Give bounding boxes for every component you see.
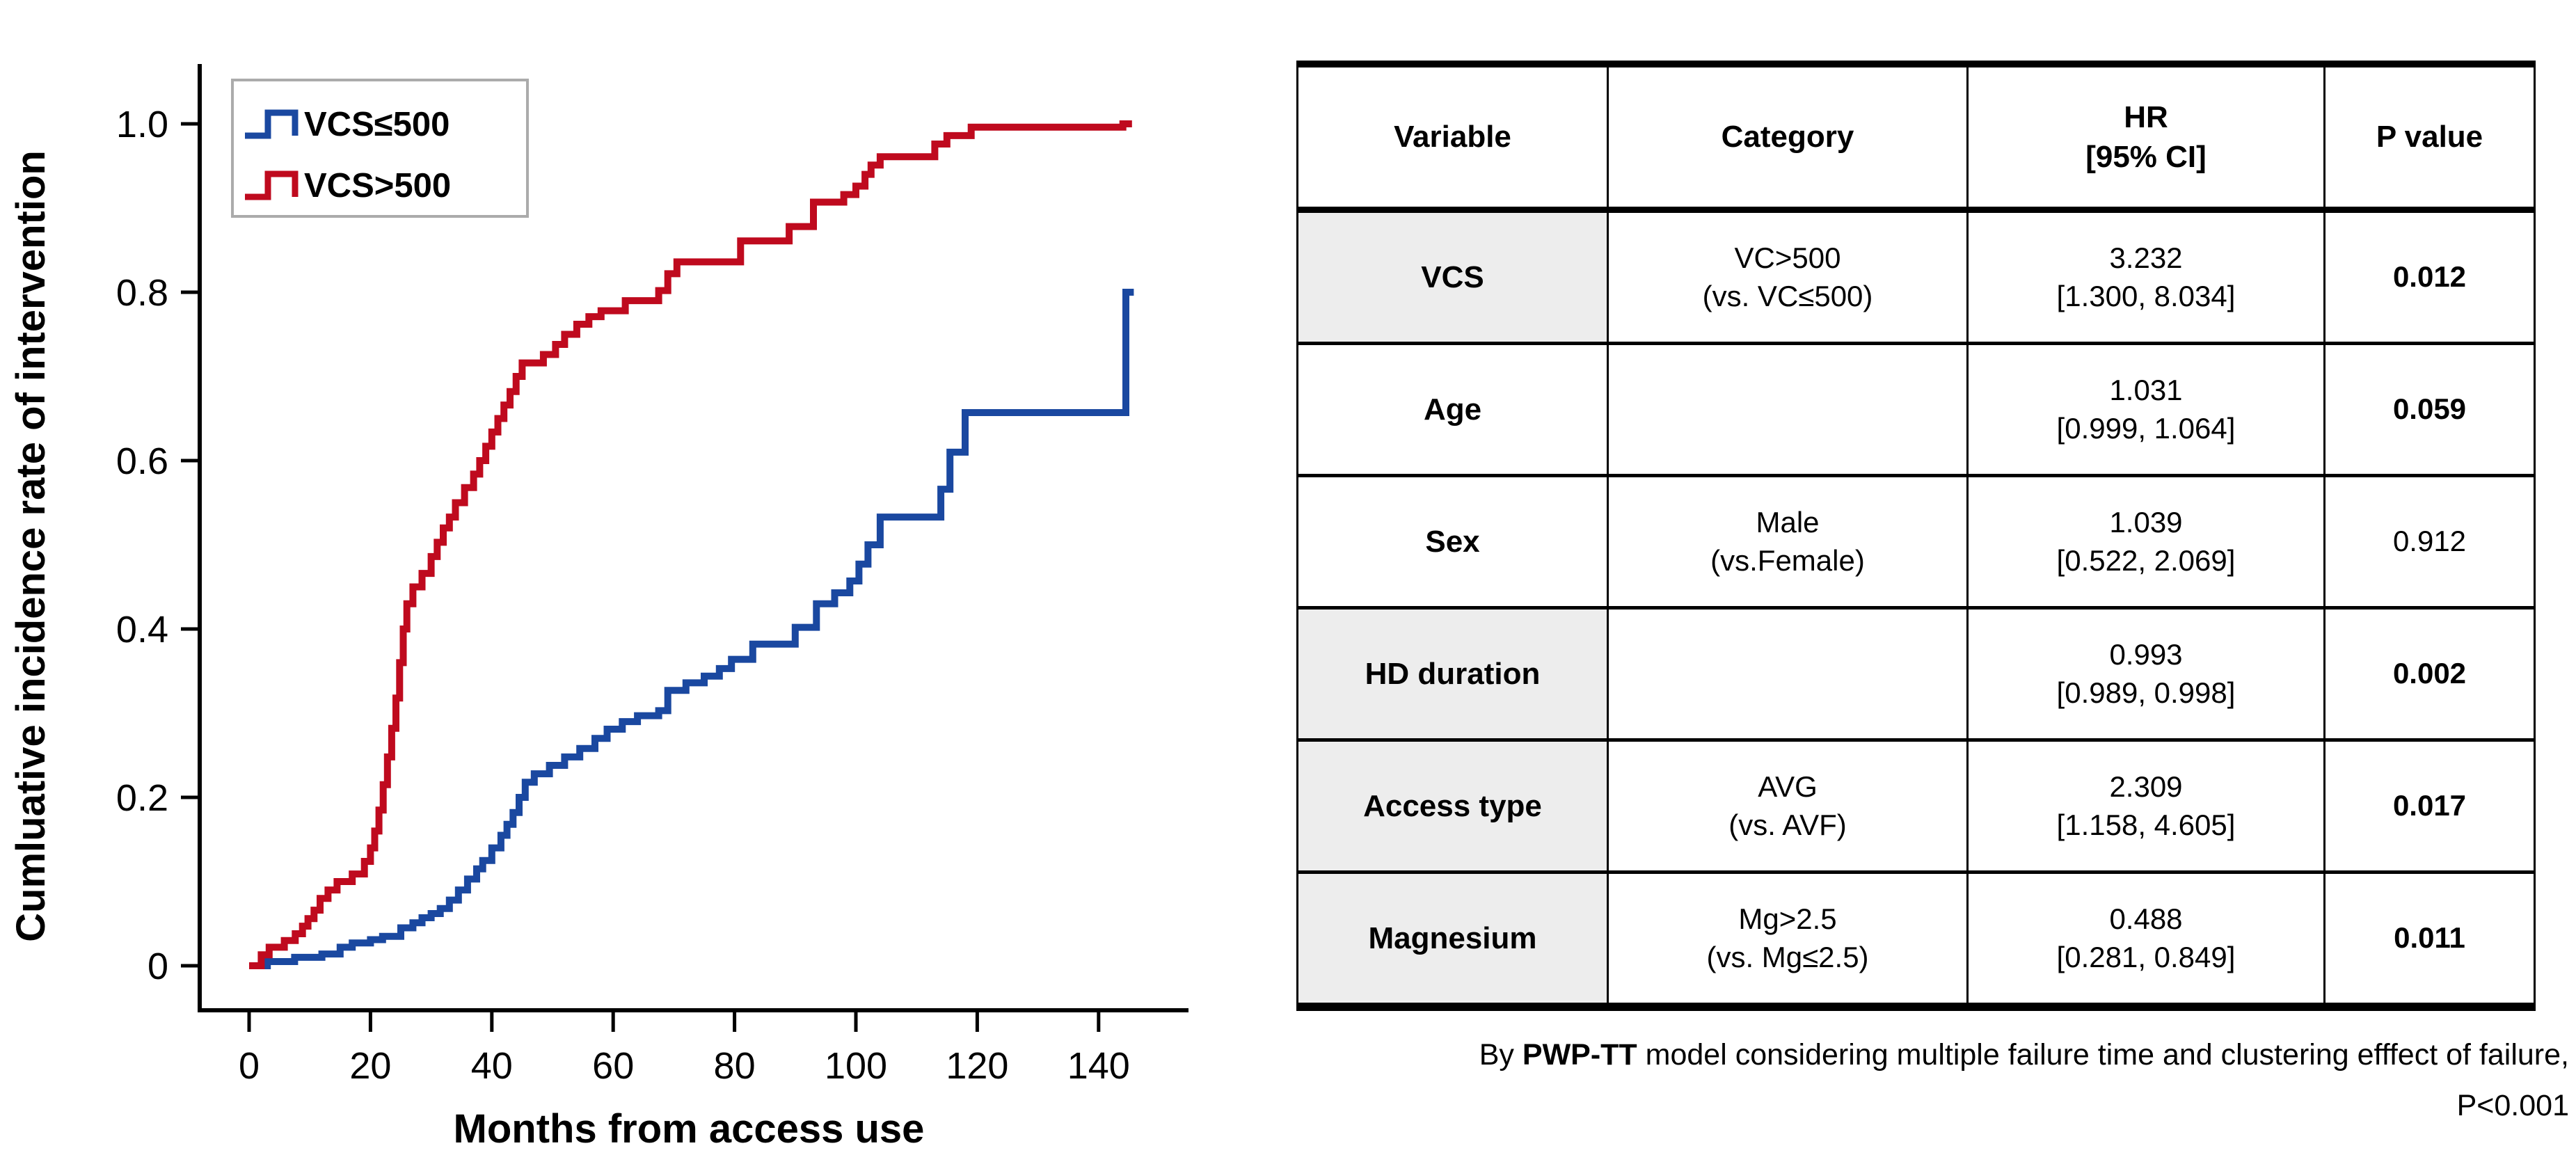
footnote-line-2: P<0.001 <box>2456 1089 2569 1123</box>
variable-cell: Sex <box>1298 477 1609 606</box>
table-header-row: Variable Category HR [95% CI] P value <box>1298 67 2534 213</box>
hr-ci-cell: 0.993 [0.989, 0.998] <box>1969 610 2325 738</box>
p-value-cell: 0.017 <box>2325 742 2534 870</box>
hr-ci-cell: 1.031 [0.999, 1.064] <box>1969 345 2325 474</box>
chart-legend: VCS≤500 VCS>500 <box>231 79 529 218</box>
x-tick-label: 40 <box>471 1045 513 1087</box>
x-tick-label: 100 <box>825 1045 887 1087</box>
p-value-cell: 0.011 <box>2325 874 2534 1003</box>
p-value-cell: 0.912 <box>2325 477 2534 606</box>
category-cell <box>1609 345 1969 474</box>
table-header-cell: HR [95% CI] <box>1969 67 2325 207</box>
y-tick-label: 0 <box>148 946 168 987</box>
legend-label: VCS>500 <box>304 167 451 205</box>
p-value-cell: 0.002 <box>2325 610 2534 738</box>
y-tick-label: 0.8 <box>116 272 168 314</box>
x-tick-label: 0 <box>239 1045 260 1087</box>
legend-step-line-icon <box>245 170 299 200</box>
table-header-cell: P value <box>2325 67 2534 207</box>
hr-ci-cell: 2.309 [1.158, 4.605] <box>1969 742 2325 870</box>
category-cell: Male (vs.Female) <box>1609 477 1969 606</box>
table-header-cell: Variable <box>1298 67 1609 207</box>
series-layer <box>249 120 1134 969</box>
category-cell: VC>500 (vs. VC≤500) <box>1609 213 1969 342</box>
variable-cell: Access type <box>1298 742 1609 870</box>
hr-ci-cell: 0.488 [0.281, 0.849] <box>1969 874 2325 1003</box>
variable-cell: Age <box>1298 345 1609 474</box>
footnote-model-name: PWP-TT <box>1522 1038 1637 1072</box>
table-row: Sex Male (vs.Female) 1.039 [0.522, 2.069] 0… <box>1298 477 2534 610</box>
footnote-rest: model considering multiple failure time … <box>1645 1038 2569 1072</box>
x-tick-label: 140 <box>1067 1045 1130 1087</box>
variable-cell: Magnesium <box>1298 874 1609 1003</box>
table-row: Access type AVG (vs. AVF) 2.309 [1.158, 4.… <box>1298 742 2534 874</box>
table-row: Magnesium Mg>2.5 (vs. Mg≤2.5) 0.488 [0.281… <box>1298 874 2534 1003</box>
hr-ci-cell: 1.039 [0.522, 2.069] <box>1969 477 2325 606</box>
axes <box>198 64 1188 1012</box>
axis-ticks: 0 0.2 0.4 0.6 0.8 1.0 0 20 40 60 80 100 120 140 <box>116 104 1130 1087</box>
y-tick-label: 0.6 <box>116 440 168 482</box>
table-row: Age 1.031 [0.999, 1.064] 0.059 <box>1298 345 2534 477</box>
x-tick-label: 120 <box>946 1045 1008 1087</box>
table-row: HD duration 0.993 [0.989, 0.998] 0.002 <box>1298 610 2534 742</box>
variable-cell: HD duration <box>1298 610 1609 738</box>
table-footnote: By PWP-TT model considering multiple fai… <box>1293 1030 2569 1131</box>
series-VCS>500 <box>249 120 1132 969</box>
footnote-prefix: By <box>1479 1038 1514 1072</box>
y-axis-title: Cumluative incidence rate of interventio… <box>8 150 54 942</box>
y-tick-label: 1.0 <box>116 104 168 145</box>
series-VCS≤500 <box>249 289 1134 969</box>
category-cell: Mg>2.5 (vs. Mg≤2.5) <box>1609 874 1969 1003</box>
p-value-cell: 0.059 <box>2325 345 2534 474</box>
x-tick-label: 20 <box>349 1045 391 1087</box>
cumulative-incidence-chart: 0 0.2 0.4 0.6 0.8 1.0 0 20 40 60 80 100 120 140 VCS≤5… <box>8 64 1188 1152</box>
x-axis-title: Months from access use <box>454 1106 925 1152</box>
footnote-line-1: By PWP-TT model considering multiple fai… <box>1293 1030 2569 1081</box>
x-tick-label: 80 <box>714 1045 756 1087</box>
table-body: VCS VC>500 (vs. VC≤500) 3.232 [1.300, 8.03… <box>1298 213 2534 1003</box>
table-row: VCS VC>500 (vs. VC≤500) 3.232 [1.300, 8.03… <box>1298 213 2534 345</box>
p-value-cell: 0.012 <box>2325 213 2534 342</box>
legend-label: VCS≤500 <box>304 106 450 143</box>
y-tick-label: 0.4 <box>116 609 168 651</box>
y-tick-label: 0.2 <box>116 777 168 819</box>
table-header-cell: Category <box>1609 67 1969 207</box>
legend-step-line-icon <box>245 109 299 139</box>
hr-ci-cell: 3.232 [1.300, 8.034] <box>1969 213 2325 342</box>
category-cell <box>1609 610 1969 738</box>
x-tick-label: 60 <box>592 1045 634 1087</box>
legend-box <box>231 79 529 218</box>
variable-cell: VCS <box>1298 213 1609 342</box>
category-cell: AVG (vs. AVF) <box>1609 742 1969 870</box>
hazard-ratio-table: Variable Category HR [95% CI] P value VCS VC… <box>1296 61 2536 1011</box>
